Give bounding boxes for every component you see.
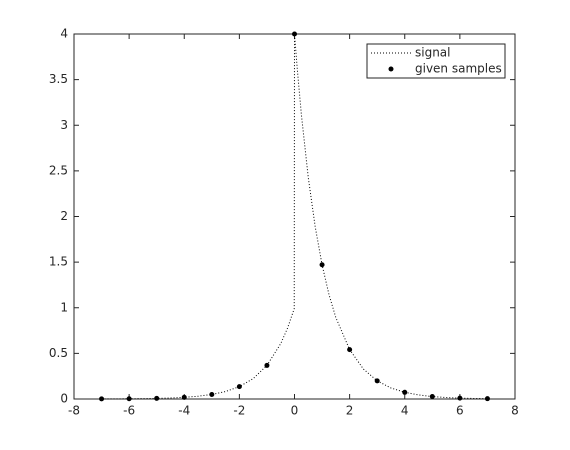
sample-point (457, 395, 463, 401)
plot-box (73, 33, 516, 400)
sample-point (99, 396, 105, 402)
x-tick-label: -4 (178, 404, 190, 418)
sample-point (154, 395, 160, 401)
sample-point (236, 384, 242, 390)
x-tick-label: 8 (511, 404, 519, 418)
y-tick-label: 4 (60, 27, 68, 41)
sample-point (429, 394, 435, 400)
y-tick-label: 0 (60, 392, 68, 406)
y-tick-label: 3.5 (49, 72, 68, 86)
legend-label: given samples (415, 62, 502, 76)
y-tick-label: 1 (60, 300, 68, 314)
sample-point (374, 378, 380, 384)
x-tick-label: 0 (291, 404, 299, 418)
x-tick-label: -2 (233, 404, 245, 418)
sample-point (484, 396, 490, 402)
x-tick-label: 2 (346, 404, 354, 418)
x-tick-label: -6 (123, 404, 135, 418)
sample-point (264, 362, 270, 368)
y-tick-label: 2 (60, 209, 68, 223)
y-tick-label: 0.5 (49, 346, 68, 360)
x-tick-label: -8 (68, 404, 80, 418)
sample-point (209, 391, 215, 397)
legend-label: signal (415, 46, 451, 60)
legend-box (366, 43, 506, 79)
signal-line (101, 33, 488, 400)
sample-point (347, 347, 353, 353)
sample-point (292, 31, 297, 37)
x-tick-label: 6 (456, 404, 464, 418)
sample-point (126, 396, 132, 402)
y-tick-label: 2.5 (49, 163, 68, 177)
x-tick-label: 4 (401, 404, 409, 418)
legend-marker (388, 66, 394, 72)
y-tick-label: 1.5 (49, 255, 68, 269)
sample-point (181, 394, 187, 400)
sample-point (319, 262, 325, 268)
sample-point (402, 389, 408, 395)
y-tick-label: 3 (60, 118, 68, 132)
